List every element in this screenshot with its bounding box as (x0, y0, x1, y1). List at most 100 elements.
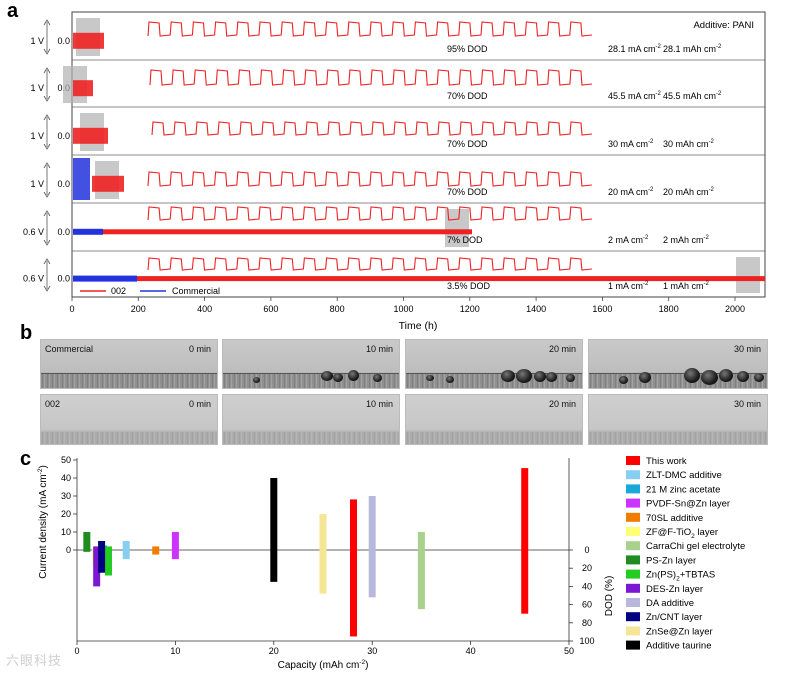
capacity-tick-label: 10 (170, 646, 180, 656)
capacity-axis-label: Capacity (mAh cm-2) (278, 659, 369, 671)
zoomed-cycle-profile (147, 206, 593, 221)
areal-capacity-label: 20 mAh cm-2 (663, 187, 715, 197)
commercial-photo-0-min: Commercial 0 min (40, 339, 218, 389)
gas-bubble (373, 374, 382, 382)
gas-bubble (566, 374, 575, 382)
row-voltage-scale: 0.6 V (23, 227, 44, 237)
current-density-label: 28.1 mA cm-2 (608, 44, 662, 54)
legend-entry-label: DA additive (646, 598, 694, 609)
dod-label: 3.5% DOD (447, 281, 491, 291)
bar-zlt-dmc-additive (122, 541, 130, 560)
legend-entry-label: Additive taurine (646, 641, 711, 652)
legend-entry-label: ZLT-DMC additive (646, 470, 722, 481)
panel-c-letter: c (20, 448, 32, 470)
capacity-tick-label: 40 (466, 646, 476, 656)
dod-label: 7% DOD (447, 235, 483, 245)
areal-capacity-label: 28.1 mAh cm-2 (663, 44, 722, 54)
sample-name-label: Commercial (45, 344, 94, 354)
zoomed-cycle-profile (147, 171, 593, 187)
s002-photo-0-min: 002 0 min (40, 394, 218, 445)
gas-bubble (719, 369, 733, 382)
legend-swatch (626, 555, 640, 565)
legend-swatch (626, 640, 640, 650)
bar-des-zn-layer (93, 546, 101, 587)
legend-swatch (626, 470, 640, 480)
legend-entry-label: DES-Zn layer (646, 584, 703, 595)
additive-label: Additive: PANI (693, 20, 754, 31)
legend-commercial-label: Commercial (172, 286, 220, 296)
gas-bubble (321, 371, 333, 381)
bar-this-work (521, 468, 529, 614)
current-density-label: 1 mA cm-2 (608, 281, 649, 291)
voltage-row-1: 1 V 0.0 95% DOD 28.1 mA cm-2 28.1 mAh cm-2 (30, 18, 722, 56)
legend-swatch (626, 541, 640, 551)
current-tick-label: 0 (66, 545, 71, 555)
row-scale-arrows (43, 162, 51, 198)
legend-swatch (626, 512, 640, 522)
legend-entry-label: 70SL additive (646, 513, 703, 524)
capacity-tick-label: 50 (564, 646, 574, 656)
gas-bubble (516, 369, 532, 383)
gas-bubble (619, 376, 628, 384)
elapsed-time-label: 10 min (365, 344, 393, 354)
electrode-surface (406, 432, 582, 444)
legend-swatch (626, 598, 640, 607)
bar-ps-zn-layer (83, 532, 91, 552)
s002-photo-20-min: 20 min (405, 394, 583, 445)
legend-swatch (626, 583, 640, 593)
legend-entry-label: ZnSe@Zn layer (646, 626, 713, 637)
gas-bubble (754, 373, 764, 382)
gas-bubble (253, 377, 260, 383)
gas-bubble (701, 370, 718, 385)
bar-zn-cnt-layer (98, 541, 106, 573)
panel-a-legend: 002 Commercial (80, 286, 220, 296)
zoomed-cycle-profile (149, 69, 593, 86)
time-tick-label: 1200 (460, 304, 480, 314)
panel-b-letter: b (20, 322, 33, 344)
zoomed-cycle-profile (147, 257, 593, 271)
legend-swatch (626, 527, 640, 536)
voltage-row-4: 1 V 0.0 70% DOD 20 mA cm-2 20 mAh cm-2 (30, 154, 765, 200)
elapsed-time-label: 20 min (548, 399, 576, 409)
row-voltage-scale: 1 V (30, 36, 44, 46)
gas-bubble (684, 368, 700, 383)
voltage-row-3: 1 V 0.0 70% DOD 30 mA cm-2 30 mAh cm-2 (30, 106, 765, 151)
bar-znse-zn-layer (319, 514, 327, 594)
gas-bubble (501, 370, 515, 382)
zoom-highlight (736, 257, 760, 293)
legend-swatch (626, 569, 640, 579)
legend-swatch (626, 612, 640, 622)
voltage-row-5: 0.6 V 0.0 7% DOD 2 mA cm-2 2 mAh cm-2 (23, 202, 765, 247)
bar-70sl-additive (152, 546, 160, 555)
dod-label: 70% DOD (447, 139, 488, 149)
time-tick-label: 2000 (725, 304, 745, 314)
current-density-label: 45.5 mA cm-2 (608, 91, 662, 101)
row-scale-arrows (43, 67, 51, 102)
legend-entry-label: 21 M zinc acetate (646, 484, 720, 495)
row-voltage-scale: 0.6 V (23, 274, 44, 284)
row-scale-arrows (43, 210, 51, 246)
commercial-trace (73, 228, 103, 235)
row-scale-arrows (43, 19, 51, 55)
s002-photo-10-min: 10 min (222, 394, 400, 445)
legend-swatch (626, 498, 640, 508)
capacity-tick-label: 30 (367, 646, 377, 656)
time-tick-label: 0 (69, 304, 74, 314)
current-density-label: 2 mA cm-2 (608, 235, 649, 245)
electrode-surface (41, 374, 217, 388)
time-tick-label: 600 (263, 304, 278, 314)
commercial-trace (73, 158, 90, 200)
elapsed-time-label: 0 min (188, 399, 211, 409)
elapsed-time-label: 20 min (548, 344, 576, 354)
row-scale-arrows (43, 258, 51, 292)
bar-carrachi-gel-electrolyte (417, 532, 425, 610)
dod-tick-label: 80 (582, 618, 592, 628)
dod-label: 70% DOD (447, 187, 488, 197)
gas-bubble (737, 371, 749, 382)
panel-a-letter: a (7, 0, 19, 22)
row-zero-label: 0.0 (57, 227, 70, 237)
capacity-tick-label: 20 (269, 646, 279, 656)
gas-bubble (348, 370, 359, 381)
zoomed-cycle-profile (151, 121, 593, 136)
bar-pvdf-sn-zn-layer (171, 532, 179, 560)
